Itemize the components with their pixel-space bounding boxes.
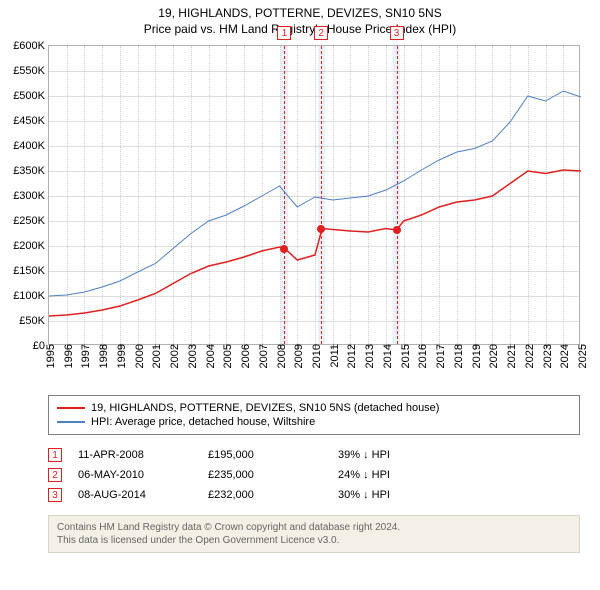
x-axis-label: 2001 — [151, 344, 163, 368]
y-axis-label: £250K — [13, 215, 49, 227]
footer-line-1: Contains HM Land Registry data © Crown c… — [57, 521, 571, 534]
transaction-delta: 30% ↓ HPI — [338, 489, 468, 501]
x-axis-label: 2020 — [488, 344, 500, 368]
y-axis-label: £500K — [13, 90, 49, 102]
y-axis-label: £200K — [13, 240, 49, 252]
transaction-price: £232,000 — [208, 489, 338, 501]
transactions-table: 1 11-APR-2008£195,00039% ↓ HPI 2 06-MAY-201… — [48, 445, 580, 505]
x-axis-label: 2019 — [471, 344, 483, 368]
transaction-number-box: 1 — [48, 448, 62, 462]
y-axis-label: £50K — [19, 315, 49, 327]
x-axis-label: 1995 — [45, 344, 57, 368]
transaction-price: £195,000 — [208, 449, 338, 461]
x-axis-label: 2024 — [559, 344, 571, 368]
x-axis-label: 2008 — [276, 344, 288, 368]
y-axis-label: £100K — [13, 290, 49, 302]
transaction-row: 3 08-AUG-2014£232,00030% ↓ HPI — [48, 485, 580, 505]
y-axis-label: £450K — [13, 115, 49, 127]
x-axis-label: 2015 — [400, 344, 412, 368]
y-axis-label: £600K — [13, 40, 49, 52]
transaction-date: 08-AUG-2014 — [78, 489, 208, 501]
x-axis-label: 2012 — [346, 344, 358, 368]
x-axis-label: 2007 — [258, 344, 270, 368]
legend-swatch — [57, 421, 85, 423]
x-axis-label: 1996 — [63, 344, 75, 368]
transaction-dot — [280, 245, 288, 253]
x-axis-label: 2003 — [187, 344, 199, 368]
series-property — [49, 170, 581, 316]
x-axis-label: 2018 — [453, 344, 465, 368]
series-svg — [49, 46, 581, 346]
x-axis-label: 2017 — [435, 344, 447, 368]
x-axis-label: 1997 — [80, 344, 92, 368]
legend-label: 19, HIGHLANDS, POTTERNE, DEVIZES, SN10 5… — [91, 402, 439, 414]
transaction-date: 11-APR-2008 — [78, 449, 208, 461]
x-axis-label: 2000 — [134, 344, 146, 368]
transaction-dot — [393, 226, 401, 234]
legend-label: HPI: Average price, detached house, Wilt… — [91, 416, 315, 428]
title-line-1: 19, HIGHLANDS, POTTERNE, DEVIZES, SN10 5… — [0, 6, 600, 22]
x-axis-label: 1999 — [116, 344, 128, 368]
marker-number-box: 3 — [390, 26, 404, 40]
legend-row: HPI: Average price, detached house, Wilt… — [57, 415, 571, 429]
y-axis-label: £400K — [13, 140, 49, 152]
x-axis-label: 1998 — [98, 344, 110, 368]
x-axis-label: 2004 — [205, 344, 217, 368]
transaction-row: 1 11-APR-2008£195,00039% ↓ HPI — [48, 445, 580, 465]
chart-container: 19, HIGHLANDS, POTTERNE, DEVIZES, SN10 5… — [0, 0, 600, 590]
x-axis-label: 2005 — [222, 344, 234, 368]
y-axis-label: £550K — [13, 65, 49, 77]
x-axis-label: 2025 — [577, 344, 589, 368]
y-axis-label: £150K — [13, 265, 49, 277]
legend-box: 19, HIGHLANDS, POTTERNE, DEVIZES, SN10 5… — [48, 395, 580, 435]
x-axis-label: 2014 — [382, 344, 394, 368]
x-axis-label: 2002 — [169, 344, 181, 368]
x-axis-label: 2021 — [506, 344, 518, 368]
marker-number-box: 2 — [314, 26, 328, 40]
plot-area: £0£50K£100K£150K£200K£250K£300K£350K£400… — [48, 45, 580, 345]
title-block: 19, HIGHLANDS, POTTERNE, DEVIZES, SN10 5… — [0, 0, 600, 37]
transaction-price: £235,000 — [208, 469, 338, 481]
x-axis-label: 2010 — [311, 344, 323, 368]
title-line-2: Price paid vs. HM Land Registry's House … — [0, 22, 600, 38]
transaction-number-box: 2 — [48, 468, 62, 482]
x-axis-label: 2023 — [542, 344, 554, 368]
x-axis-label: 2011 — [329, 344, 341, 368]
marker-number-box: 1 — [277, 26, 291, 40]
chart-zone: £0£50K£100K£150K£200K£250K£300K£350K£400… — [48, 45, 580, 345]
legend-swatch — [57, 407, 85, 409]
transaction-date: 06-MAY-2010 — [78, 469, 208, 481]
x-axis-label: 2006 — [240, 344, 252, 368]
transaction-number-box: 3 — [48, 488, 62, 502]
transaction-dot — [317, 225, 325, 233]
x-axis-label: 2009 — [293, 344, 305, 368]
x-axis-label: 2022 — [524, 344, 536, 368]
x-axis-label: 2013 — [364, 344, 376, 368]
legend-row: 19, HIGHLANDS, POTTERNE, DEVIZES, SN10 5… — [57, 401, 571, 415]
transaction-delta: 24% ↓ HPI — [338, 469, 468, 481]
transaction-row: 2 06-MAY-2010£235,00024% ↓ HPI — [48, 465, 580, 485]
y-axis-label: £300K — [13, 190, 49, 202]
x-axis-label: 2016 — [417, 344, 429, 368]
footer-note: Contains HM Land Registry data © Crown c… — [48, 515, 580, 553]
y-axis-label: £350K — [13, 165, 49, 177]
footer-line-2: This data is licensed under the Open Gov… — [57, 534, 571, 547]
transaction-delta: 39% ↓ HPI — [338, 449, 468, 461]
series-hpi — [49, 91, 581, 296]
